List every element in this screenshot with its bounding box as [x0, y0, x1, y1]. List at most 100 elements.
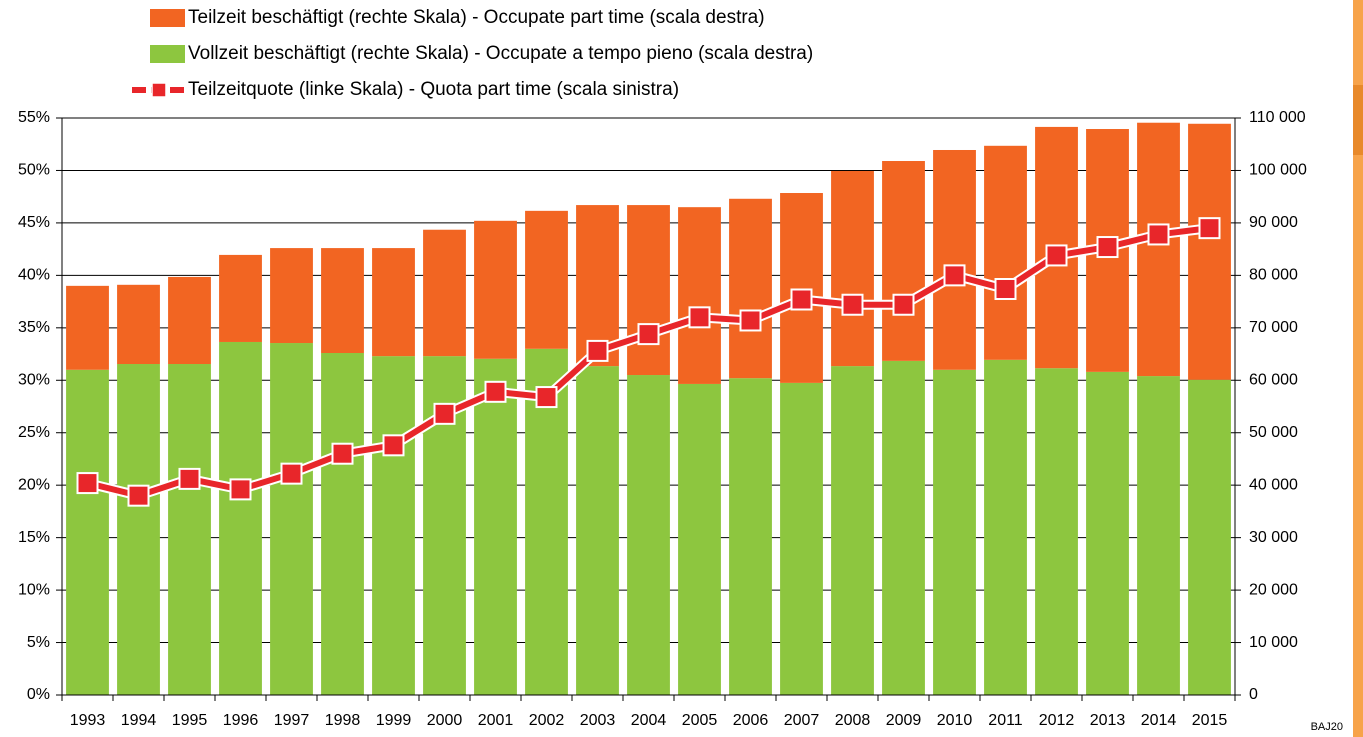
x-tick-label: 1994 — [121, 712, 157, 729]
bar — [117, 284, 160, 365]
bar — [372, 356, 415, 695]
x-tick-label: 2010 — [937, 712, 973, 729]
y-tick-label: 20% — [18, 476, 50, 493]
x-tick-label: 1997 — [274, 712, 310, 729]
marker — [1096, 236, 1119, 259]
marker — [790, 288, 813, 311]
bar — [66, 369, 109, 695]
legend-swatch — [150, 9, 185, 27]
y-tick-label: 45% — [18, 214, 50, 231]
legend-label: Teilzeitquote (linke Skala) - Quota part… — [188, 79, 679, 100]
bar — [1137, 376, 1180, 695]
bar — [525, 210, 568, 349]
x-tick-label: 1998 — [325, 712, 361, 729]
bar — [168, 276, 211, 365]
x-tick-label: 2002 — [529, 712, 565, 729]
x-tick-label: 2001 — [478, 712, 514, 729]
y-tick-label: 55% — [18, 109, 50, 126]
x-tick-label: 1999 — [376, 712, 412, 729]
y2-tick-label: 40 000 — [1249, 476, 1298, 493]
bar — [1035, 368, 1078, 695]
x-tick-label: 2005 — [682, 712, 718, 729]
marker — [688, 306, 711, 329]
y-tick-label: 10% — [18, 581, 50, 598]
y-tick-label: 5% — [27, 634, 50, 651]
bar — [729, 198, 772, 379]
bar — [729, 378, 772, 695]
marker — [637, 323, 660, 346]
marker — [586, 339, 609, 362]
x-tick-label: 1995 — [172, 712, 208, 729]
bar — [1137, 122, 1180, 377]
bar — [678, 383, 721, 695]
bar — [1188, 379, 1231, 695]
bar — [66, 285, 109, 370]
edge-decoration — [1353, 0, 1363, 737]
marker — [943, 264, 966, 287]
marker — [739, 309, 762, 332]
x-tick-label: 2006 — [733, 712, 769, 729]
bar — [117, 364, 160, 695]
bar — [1188, 123, 1231, 380]
edge-decoration — [1353, 85, 1363, 155]
y2-tick-label: 60 000 — [1249, 371, 1298, 388]
y-tick-label: 35% — [18, 319, 50, 336]
bar — [1086, 371, 1129, 695]
bar — [831, 170, 874, 367]
y-tick-label: 25% — [18, 424, 50, 441]
marker — [280, 462, 303, 485]
bar — [270, 343, 313, 695]
bar — [219, 254, 262, 342]
marker — [178, 467, 201, 490]
marker — [484, 380, 507, 403]
marker — [127, 484, 150, 507]
bar — [474, 220, 517, 359]
x-tick-label: 2012 — [1039, 712, 1075, 729]
x-tick-label: 1993 — [70, 712, 106, 729]
bar — [321, 248, 364, 353]
bar — [576, 366, 619, 695]
marker — [1045, 244, 1068, 267]
marker — [1198, 217, 1221, 240]
y2-tick-label: 70 000 — [1249, 319, 1298, 336]
bar — [576, 205, 619, 367]
x-tick-label: 2003 — [580, 712, 616, 729]
bar — [219, 341, 262, 695]
y2-tick-label: 50 000 — [1249, 424, 1298, 441]
marker — [229, 478, 252, 501]
bar — [372, 248, 415, 357]
marker — [433, 402, 456, 425]
x-tick-label: 2007 — [784, 712, 820, 729]
x-tick-label: 2008 — [835, 712, 871, 729]
marker — [841, 293, 864, 316]
x-tick-label: 1996 — [223, 712, 259, 729]
y2-tick-label: 100 000 — [1249, 162, 1307, 179]
bar — [933, 149, 976, 370]
marker — [76, 472, 99, 495]
legend-label: Teilzeit beschäftigt (rechte Skala) - Oc… — [188, 7, 765, 28]
bar — [831, 366, 874, 695]
bar — [474, 358, 517, 695]
marker — [535, 386, 558, 409]
bar — [780, 193, 823, 383]
legend-swatch — [150, 45, 185, 63]
x-tick-label: 2011 — [988, 712, 1023, 729]
x-tick-label: 2004 — [631, 712, 667, 729]
bar — [780, 382, 823, 695]
bar — [882, 161, 925, 361]
bar — [168, 364, 211, 695]
bar — [984, 145, 1027, 360]
y-tick-label: 50% — [18, 162, 50, 179]
y-tick-label: 40% — [18, 267, 50, 284]
x-tick-label: 2015 — [1192, 712, 1228, 729]
x-tick-label: 2009 — [886, 712, 922, 729]
x-tick-label: 2013 — [1090, 712, 1126, 729]
marker — [892, 293, 915, 316]
bar — [270, 248, 313, 344]
y-tick-label: 0% — [27, 686, 50, 703]
bar — [882, 360, 925, 695]
bar — [627, 375, 670, 695]
legend-label: Vollzeit beschäftigt (rechte Skala) - Oc… — [188, 43, 813, 64]
marker — [994, 278, 1017, 301]
